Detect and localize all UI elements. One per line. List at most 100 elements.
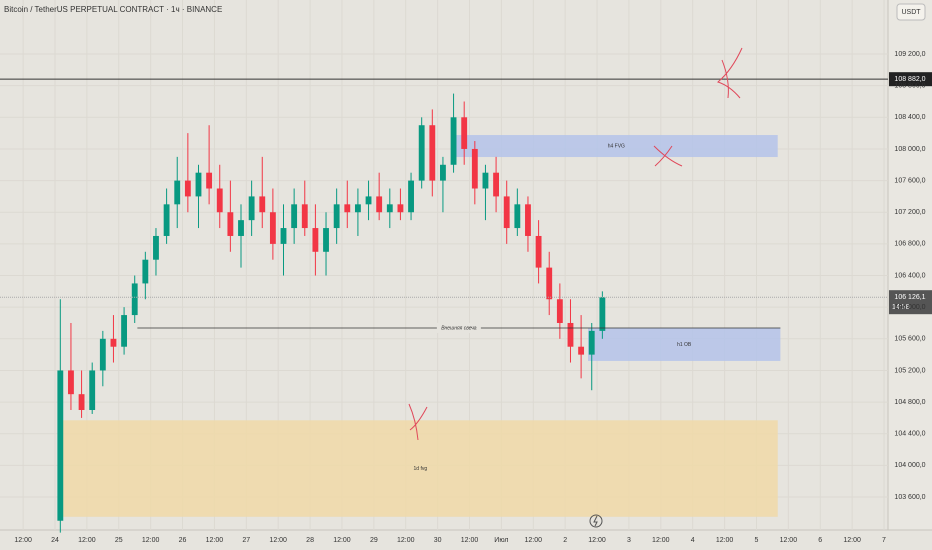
x-tick-label: 29 (370, 537, 378, 544)
candle-body (408, 180, 414, 213)
y-tick-label: 108 000,0 (894, 146, 925, 153)
candle-body (354, 204, 361, 213)
candle-body (227, 212, 234, 236)
candle-body (184, 180, 191, 197)
zone-label: 1d fvg (414, 466, 428, 472)
candle-body (567, 322, 574, 347)
price-tag (889, 72, 932, 87)
candle-body (269, 212, 276, 244)
candle-body (216, 188, 223, 213)
chart-title: Bitcoin / TetherUS PERPETUAL CONTRACT · … (4, 5, 222, 14)
events-icon[interactable] (593, 515, 598, 527)
y-tick-label: 107 200,0 (894, 209, 925, 216)
currency-button[interactable] (896, 3, 926, 21)
y-tick-label: 106 000,0 (894, 304, 925, 311)
candle-body (514, 204, 521, 229)
candle-body (450, 117, 457, 165)
candle-body (195, 172, 202, 197)
candle-body (206, 172, 213, 189)
candle-body (238, 220, 244, 236)
price-axis (888, 0, 932, 530)
currency-label[interactable]: USDT (901, 9, 921, 16)
candle-body (153, 235, 159, 260)
x-tick-label: 24 (51, 537, 59, 544)
x-tick-label: 7 (882, 537, 886, 544)
ray-label: Внешняя свеча (441, 325, 477, 331)
candle-body (429, 125, 436, 181)
candle-body (174, 180, 181, 205)
x-tick-label: 12:00 (14, 537, 32, 544)
candle-body (78, 394, 85, 410)
candle-body (482, 172, 489, 189)
zone-label: h4 FVG (608, 143, 625, 149)
x-tick-label: 5 (755, 537, 759, 544)
candle-body (131, 283, 138, 316)
x-tick-label: 25 (115, 537, 123, 544)
last-price-label: 106 126,1 (894, 294, 925, 301)
candle-body (301, 204, 308, 229)
x-tick-label: 27 (242, 537, 250, 544)
y-tick-label: 108 400,0 (894, 114, 925, 121)
y-tick-label: 103 600,0 (894, 494, 925, 501)
candle-body (280, 228, 287, 244)
y-tick-label: 106 800,0 (894, 241, 925, 248)
cross-mark (408, 403, 428, 441)
x-tick-label: 12:00 (206, 537, 224, 544)
candle-body (89, 370, 96, 410)
candle-body (248, 196, 255, 221)
candle-body (99, 338, 106, 371)
candle-body (525, 204, 531, 236)
candle-body (323, 228, 329, 252)
x-tick-label: 6 (818, 537, 822, 544)
candle-body (291, 204, 298, 229)
x-tick-label: 12:00 (780, 537, 798, 544)
ray-label-bg (436, 322, 481, 333)
price-tag-label: 108 882,0 (894, 76, 925, 83)
candle-body (163, 204, 170, 236)
candle-body (418, 125, 425, 181)
y-tick-label: 104 400,0 (894, 431, 925, 438)
y-tick-label: 105 600,0 (894, 336, 925, 343)
x-tick-label: 12:00 (525, 537, 543, 544)
candle-body (578, 346, 585, 355)
last-price-tag (889, 290, 932, 315)
zone-label: h1 OB (677, 342, 692, 348)
cross-mark (653, 145, 683, 167)
zone (454, 135, 778, 158)
x-tick-label: 12:00 (588, 537, 606, 544)
zone (588, 327, 781, 361)
x-tick-label: 12:00 (461, 537, 479, 544)
candle-body (493, 172, 500, 197)
candle-body (312, 228, 319, 252)
candle-body (461, 117, 468, 149)
y-tick-label: 106 400,0 (894, 272, 925, 279)
candle-body (535, 235, 542, 268)
candle-body (365, 196, 372, 205)
candle-body (344, 204, 351, 213)
x-tick-label: 12:00 (269, 537, 287, 544)
x-tick-label: 12:00 (397, 537, 415, 544)
candle-body (57, 370, 64, 521)
y-tick-label: 105 200,0 (894, 367, 925, 374)
x-tick-label: 2 (563, 537, 567, 544)
y-tick-label: 108 800,0 (894, 83, 925, 90)
cross-mark (717, 47, 743, 99)
candle-body (397, 204, 404, 213)
candle-body (386, 204, 393, 213)
x-tick-label: 12:00 (142, 537, 160, 544)
candle-body (503, 196, 510, 229)
candle-body (599, 297, 606, 331)
candle-body (68, 370, 74, 395)
candle-body (121, 315, 128, 347)
zone (62, 420, 778, 517)
y-tick-label: 107 600,0 (894, 177, 925, 184)
crosses (408, 47, 743, 441)
events-icon[interactable] (589, 514, 603, 528)
candle-body (376, 196, 383, 213)
candle-body (556, 299, 563, 323)
x-tick-label: 3 (627, 537, 631, 544)
candle-body (588, 330, 595, 355)
zones: 1d fvg h4 FVG h1 OB (62, 135, 781, 517)
x-tick-label: 12:00 (78, 537, 96, 544)
